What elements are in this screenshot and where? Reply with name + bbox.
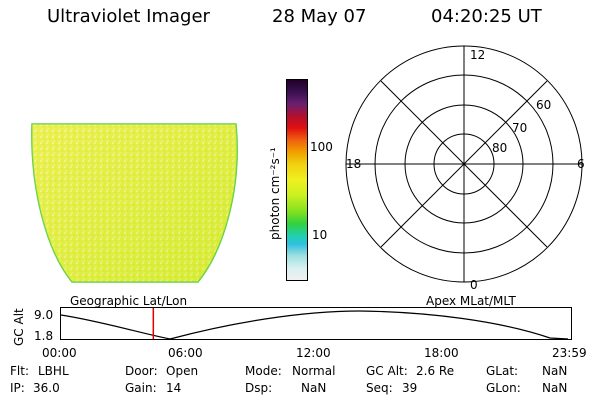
orbit-y-tick-max: 9.0 xyxy=(34,308,54,322)
seq-label: Seq: xyxy=(366,381,393,395)
seq-value: 39 xyxy=(402,381,418,395)
door-value: Open xyxy=(166,364,199,378)
orbit-x-tick-2359: 23:59 xyxy=(552,346,587,360)
orbit-y-tick-min: 1.8 xyxy=(34,329,54,343)
polar-caption: Apex MLat/MLT xyxy=(426,294,516,308)
date-label: 28 May 07 xyxy=(272,6,367,27)
colorbar-tick-100: 100 xyxy=(310,140,333,154)
ip-value: 36.0 xyxy=(33,381,60,395)
lat-label-80: 80 xyxy=(492,141,508,155)
glon-label: GLon: xyxy=(486,381,521,395)
mode-value: Normal xyxy=(292,364,336,378)
orbit-x-tick-1200: 12:00 xyxy=(296,346,331,360)
orbit-x-tick-0000: 00:00 xyxy=(42,346,77,360)
flt-label: Flt: xyxy=(10,364,29,378)
mlt-label-6: 6 xyxy=(577,157,585,171)
gain-value: 14 xyxy=(166,381,182,395)
colorbar-unit-label: photon cm⁻²s⁻¹ xyxy=(268,147,282,240)
glat-label: GLat: xyxy=(486,364,519,378)
polar-plot xyxy=(345,45,583,283)
gc-alt-value: 2.6 Re xyxy=(416,364,455,378)
lat-label-60: 60 xyxy=(536,98,552,112)
image-caption: Geographic Lat/Lon xyxy=(70,294,188,308)
mlt-label-12: 12 xyxy=(470,48,486,62)
gain-label: Gain: xyxy=(125,381,157,395)
gc-alt-label: GC Alt: xyxy=(366,364,408,378)
time-label: 04:20:25 UT xyxy=(431,6,542,27)
dsp-label: Dsp: xyxy=(245,381,273,395)
door-label: Door: xyxy=(125,364,158,378)
dsp-value: NaN xyxy=(301,381,327,395)
orbit-x-tick-1800: 18:00 xyxy=(424,346,459,360)
orbit-altitude-curve xyxy=(60,310,569,340)
mode-label: Mode: xyxy=(245,364,282,378)
flt-value: LBHL xyxy=(38,364,69,378)
colorbar xyxy=(286,79,308,281)
lat-label-70: 70 xyxy=(512,121,528,135)
orbit-x-tick-0600: 06:00 xyxy=(168,346,203,360)
mlt-label-18: 18 xyxy=(346,157,362,171)
orbit-y-label: GC Alt xyxy=(12,308,26,346)
ip-label: IP: xyxy=(10,381,25,395)
mlt-label-0: 0 xyxy=(470,278,478,292)
instrument-title: Ultraviolet Imager xyxy=(47,6,210,27)
glon-value: NaN xyxy=(542,381,568,395)
uv-image-panel xyxy=(31,123,238,283)
glat-value: NaN xyxy=(542,364,568,378)
orbit-strip xyxy=(60,307,572,340)
colorbar-tick-10: 10 xyxy=(312,228,328,242)
